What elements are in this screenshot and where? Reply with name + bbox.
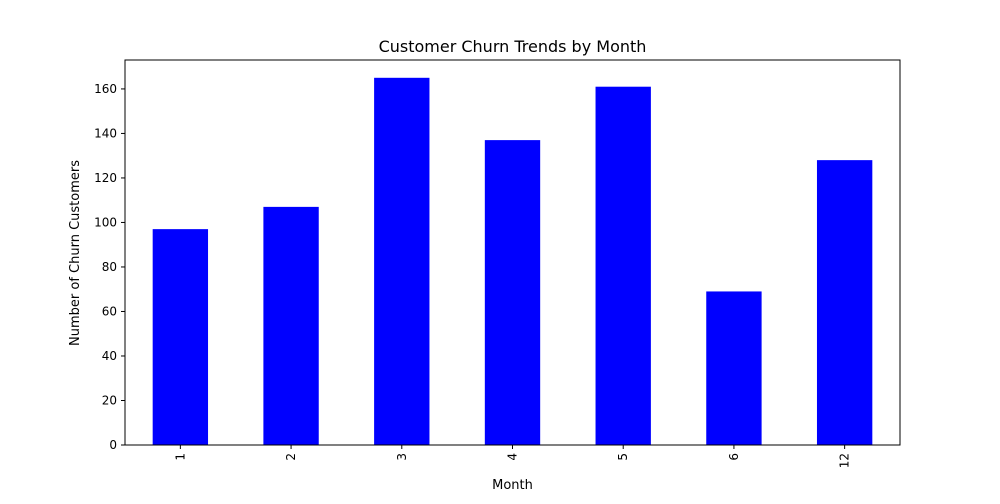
bar-month-2 — [263, 206, 319, 445]
y-axis-label: Number of Churn Customers — [68, 160, 83, 346]
x-tick-label: 5 — [616, 453, 630, 461]
y-tick-label: 40 — [102, 349, 117, 363]
x-tick-label: 3 — [395, 453, 409, 461]
x-tick-label: 2 — [284, 453, 298, 461]
bar-month-12 — [816, 160, 873, 445]
plot-frame — [124, 59, 901, 446]
chart-title: Customer Churn Trends by Month — [379, 37, 647, 56]
y-tick-label: 120 — [94, 171, 117, 185]
x-tick-label: 1 — [173, 453, 187, 461]
bar-month-6 — [706, 291, 762, 445]
x-axis-ticks: 1 2 3 4 5 6 12 — [173, 445, 852, 468]
x-tick-label: 12 — [838, 453, 852, 468]
x-tick-label: 4 — [506, 453, 520, 461]
y-axis-ticks: 0 20 40 60 80 100 120 140 160 — [94, 82, 125, 452]
x-tick-label: 6 — [727, 453, 741, 461]
y-tick-label: 100 — [94, 215, 117, 229]
y-tick-label: 20 — [102, 393, 117, 407]
bar-month-1 — [152, 229, 209, 445]
bar-month-4 — [484, 140, 541, 445]
bar-month-3 — [374, 77, 430, 445]
bar-month-5 — [595, 86, 651, 445]
y-tick-label: 140 — [94, 126, 117, 140]
x-axis-label: Month — [492, 478, 533, 493]
y-tick-label: 160 — [94, 82, 117, 96]
bar-group — [152, 77, 873, 445]
y-tick-label: 0 — [109, 438, 117, 452]
y-tick-label: 60 — [102, 304, 117, 318]
y-tick-label: 80 — [102, 260, 117, 274]
